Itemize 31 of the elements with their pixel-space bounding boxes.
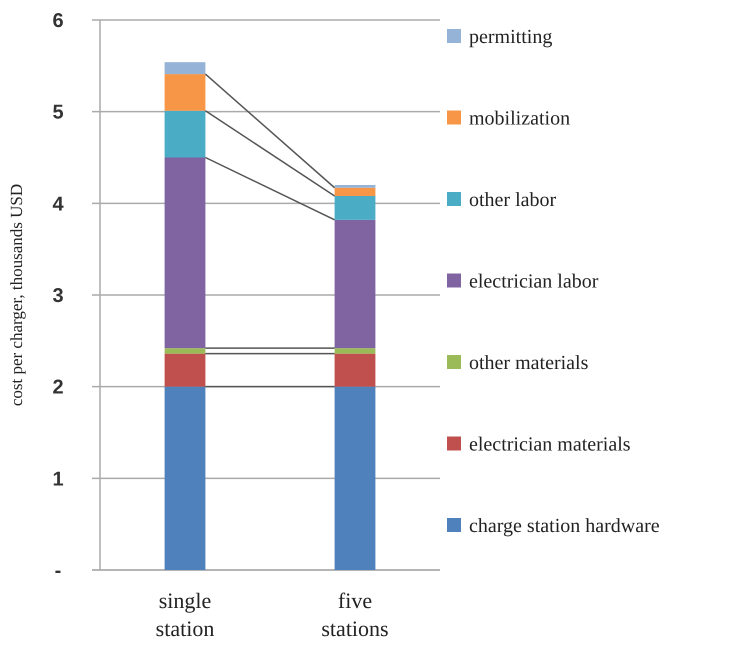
bar: [334, 185, 376, 188]
bar: [164, 110, 206, 158]
bar: [164, 74, 206, 111]
legend-label: charge station hardware: [469, 515, 660, 537]
y-axis-title: cost per charger, thousands USD: [7, 184, 26, 406]
legend-label: electrician materials: [469, 434, 631, 456]
legend-label: other labor: [469, 189, 557, 211]
x-tick-label: single station: [156, 588, 214, 641]
bar: [334, 188, 376, 196]
x-tick-label: five stations: [321, 588, 389, 641]
y-tick-label: 2: [52, 376, 64, 399]
legend-label: permitting: [469, 26, 552, 48]
bar: [334, 354, 376, 387]
bar: [164, 348, 206, 354]
y-tick-label: 3: [52, 285, 64, 307]
legend-label: other materials: [469, 352, 589, 374]
bar: [164, 62, 206, 74]
y-tick-label: 4: [52, 193, 64, 216]
bar: [334, 220, 376, 348]
bar: [334, 386, 376, 570]
bar: [164, 354, 206, 387]
bar: [164, 158, 206, 348]
y-tick-label: -: [54, 560, 62, 582]
legend-label: mobilization: [469, 108, 570, 130]
bar: [164, 386, 206, 570]
bar: [334, 348, 376, 354]
y-tick-label: 1: [52, 468, 64, 490]
bar: [334, 196, 376, 220]
y-tick-label: 6: [52, 10, 64, 32]
y-tick-label: 5: [52, 102, 64, 124]
legend-label: electrician labor: [469, 270, 599, 292]
